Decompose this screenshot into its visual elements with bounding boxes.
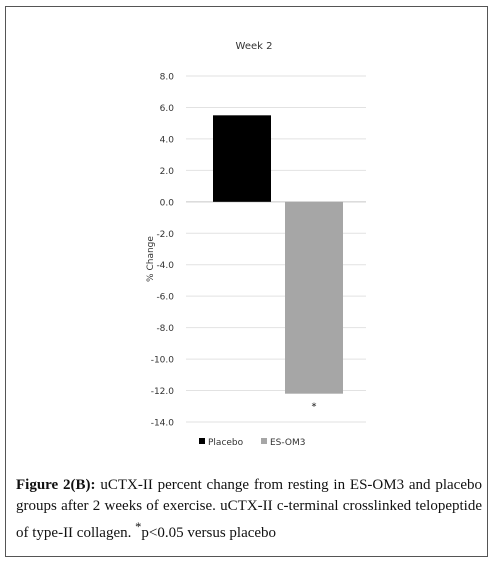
y-tick-label: 8.0	[160, 73, 175, 83]
bars: *	[213, 115, 343, 413]
y-tick-label: -4.0	[156, 261, 174, 271]
y-tick-label: -12.0	[151, 387, 175, 397]
y-tick-label: 4.0	[160, 135, 175, 145]
caption-text: uCTX-II percent change from resting in E…	[16, 477, 482, 541]
legend-swatch	[261, 438, 267, 444]
y-tick-label: -14.0	[151, 419, 175, 429]
y-tick-labels: 8.0 6.0 4.0 2.0 0.0 -2.0 -4.0 -6.0 -8.0 -10.0 -12.…	[151, 73, 175, 429]
bar-chart: Week 2 % Change 8.0 6.0 4.0 2.0 0.0 -2.0 -4.0 -…	[136, 27, 376, 459]
chart-svg: Week 2 % Change 8.0 6.0 4.0 2.0 0.0 -2.0 -4.0 -…	[146, 41, 366, 448]
caption-label: Figure 2(B):	[16, 477, 96, 493]
y-tick-label: 2.0	[160, 167, 175, 177]
y-tick-label: -6.0	[156, 293, 174, 303]
y-tick-label: 0.0	[160, 198, 175, 208]
caption-tail: p<0.05 versus placebo	[141, 525, 277, 541]
bar-placebo	[213, 115, 271, 202]
legend-label: Placebo	[208, 438, 244, 448]
figure-frame: Week 2 % Change 8.0 6.0 4.0 2.0 0.0 -2.0 -4.0 -…	[5, 6, 488, 557]
caption-sup: *	[135, 520, 142, 534]
bar-es-om3	[285, 201, 343, 394]
significance-marker: *	[312, 402, 317, 413]
legend: Placebo ES-OM3	[199, 438, 305, 448]
y-tick-label: 6.0	[160, 104, 175, 114]
y-tick-label: -10.0	[151, 356, 175, 366]
y-tick-label: -8.0	[156, 324, 174, 334]
chart-title: Week 2	[236, 41, 273, 52]
legend-label: ES-OM3	[270, 438, 305, 448]
y-tick-label: -2.0	[156, 230, 174, 240]
figure-caption: Figure 2(B): uCTX-II percent change from…	[16, 475, 482, 544]
legend-swatch	[199, 438, 205, 444]
y-axis-label: % Change	[146, 236, 156, 282]
